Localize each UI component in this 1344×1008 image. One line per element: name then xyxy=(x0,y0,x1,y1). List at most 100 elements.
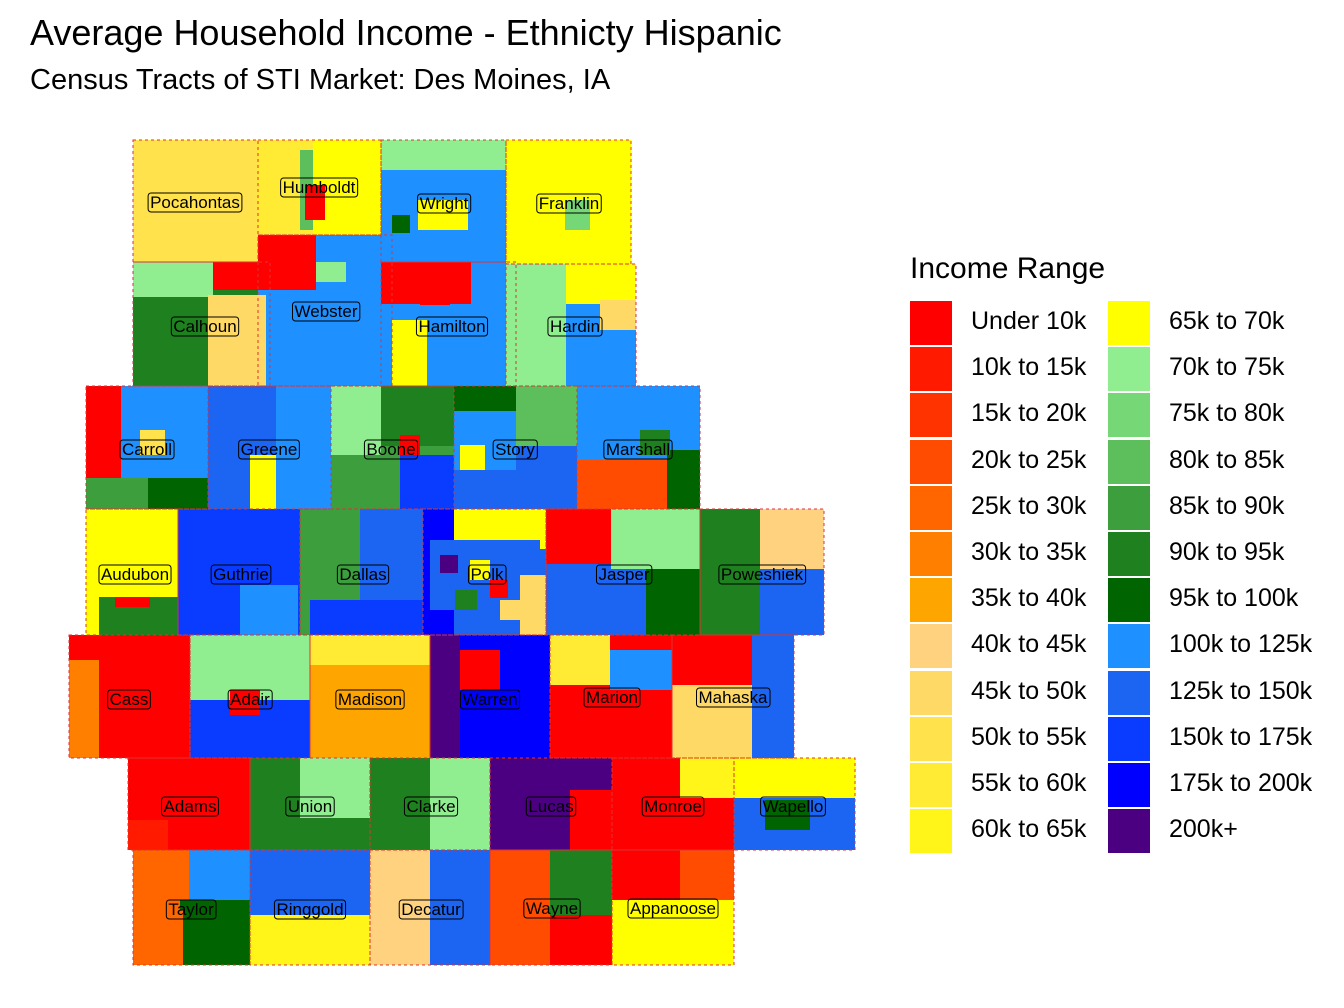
county-label-box xyxy=(165,899,217,920)
tract-region xyxy=(612,758,674,808)
legend-swatch xyxy=(910,301,952,345)
county-label-box xyxy=(292,301,361,322)
county-name: Hardin xyxy=(550,317,600,336)
county-name: Taylor xyxy=(168,900,214,919)
legend-label: 10k to 15k xyxy=(971,353,1087,382)
tract-region xyxy=(516,446,577,509)
county-label-box xyxy=(161,796,219,817)
county-label-box xyxy=(98,564,172,585)
map-subtitle: Census Tracts of STI Market: Des Moines,… xyxy=(30,64,611,96)
county-name: Webster xyxy=(295,302,358,321)
tract-region xyxy=(370,850,430,965)
legend-swatch xyxy=(1108,716,1150,761)
tract-region xyxy=(128,820,168,850)
tract-region xyxy=(516,386,577,446)
legend-swatch xyxy=(910,439,952,484)
legend-swatch xyxy=(1108,624,1150,669)
county-name: Monroe xyxy=(644,797,702,816)
county-label: Franklin xyxy=(536,193,602,214)
tract-region xyxy=(440,555,458,573)
tract-region xyxy=(490,850,550,965)
county-label: Union xyxy=(285,796,335,817)
tract-region xyxy=(250,758,305,850)
county-name: Decatur xyxy=(401,900,461,919)
tract-region xyxy=(276,386,331,509)
legend-label: 85k to 90k xyxy=(1169,491,1285,520)
legend-item: 125k to 150k xyxy=(1108,670,1344,716)
tract-region xyxy=(250,455,278,509)
legend-title: Income Range xyxy=(910,252,1106,285)
tract-region xyxy=(490,758,570,850)
tract-region xyxy=(600,300,636,330)
legend-label: 175k to 200k xyxy=(1169,769,1313,797)
tract-region xyxy=(400,455,454,509)
county-label-box xyxy=(603,439,673,460)
county-label-box xyxy=(403,796,459,817)
tract-region xyxy=(305,185,325,220)
county-label-box xyxy=(170,316,240,337)
tract-region xyxy=(455,590,477,610)
county-name: Madison xyxy=(338,690,402,709)
tract-region xyxy=(610,650,672,690)
county-name: Clarke xyxy=(406,797,455,816)
tract-region xyxy=(500,600,520,620)
legend-item: 200k+ xyxy=(1108,808,1344,854)
county-label-box xyxy=(547,316,603,337)
legend-swatch xyxy=(1108,670,1150,715)
county-name: Pocahontas xyxy=(150,193,240,212)
county-label: Jasper xyxy=(595,564,653,585)
county-label: Decatur xyxy=(398,899,464,920)
county-label: Carroll xyxy=(119,439,175,460)
county-label: Lucas xyxy=(525,796,577,817)
legend-item: 85k to 90k xyxy=(1108,485,1344,531)
legend-item: Under 10k xyxy=(910,300,1150,346)
legend-swatch xyxy=(1108,532,1150,576)
legend-swatch xyxy=(910,393,952,438)
county-label-box xyxy=(627,898,719,919)
legend-swatch xyxy=(1108,763,1150,807)
county-label-box xyxy=(417,193,472,214)
tract-region xyxy=(700,509,760,635)
tract-region xyxy=(381,140,506,170)
county-label-box xyxy=(595,564,653,585)
county-label: Greene xyxy=(238,439,300,460)
county-label: Wayne xyxy=(523,898,581,919)
tract-region xyxy=(760,509,824,569)
tract-region xyxy=(577,460,667,509)
county-name: Guthrie xyxy=(213,565,269,584)
tract-region xyxy=(310,600,423,635)
county-label-box xyxy=(119,439,175,460)
legend-label: 80k to 85k xyxy=(1169,445,1285,474)
legend-label: 125k to 150k xyxy=(1169,676,1313,705)
legend-swatch xyxy=(1108,578,1150,623)
tract-region xyxy=(765,800,810,830)
county-label-box xyxy=(525,796,577,817)
tract-region xyxy=(570,790,612,850)
legend-label: Under 10k xyxy=(971,307,1087,335)
legend-item: 15k to 20k xyxy=(910,392,1150,438)
county-name: Franklin xyxy=(539,194,599,213)
legend-item: 30k to 35k xyxy=(910,531,1150,577)
legend-label: 90k to 95k xyxy=(1169,538,1285,566)
tract-region xyxy=(672,635,752,685)
legend-label: 65k to 70k xyxy=(1169,307,1285,335)
county-name: Greene xyxy=(241,440,298,459)
county-label-box xyxy=(641,796,705,817)
county-label-box xyxy=(536,193,602,214)
legend-item: 45k to 50k xyxy=(910,670,1150,716)
tract-region xyxy=(760,569,824,635)
county-label: Warren xyxy=(459,689,521,710)
tract-region xyxy=(140,430,165,455)
map-title: Average Household Income - Ethnicty Hisp… xyxy=(30,12,782,53)
county-label: Guthrie xyxy=(210,564,272,585)
legend-label: 35k to 40k xyxy=(971,584,1087,613)
county-label: Madison xyxy=(335,689,405,710)
tract-region xyxy=(640,430,670,455)
county-label-box xyxy=(467,564,507,585)
county-label-box xyxy=(238,439,300,460)
tract-region xyxy=(520,575,546,635)
legend-item: 65k to 70k xyxy=(1108,300,1344,346)
legend-swatch xyxy=(910,347,952,392)
tract-region xyxy=(566,264,636,304)
